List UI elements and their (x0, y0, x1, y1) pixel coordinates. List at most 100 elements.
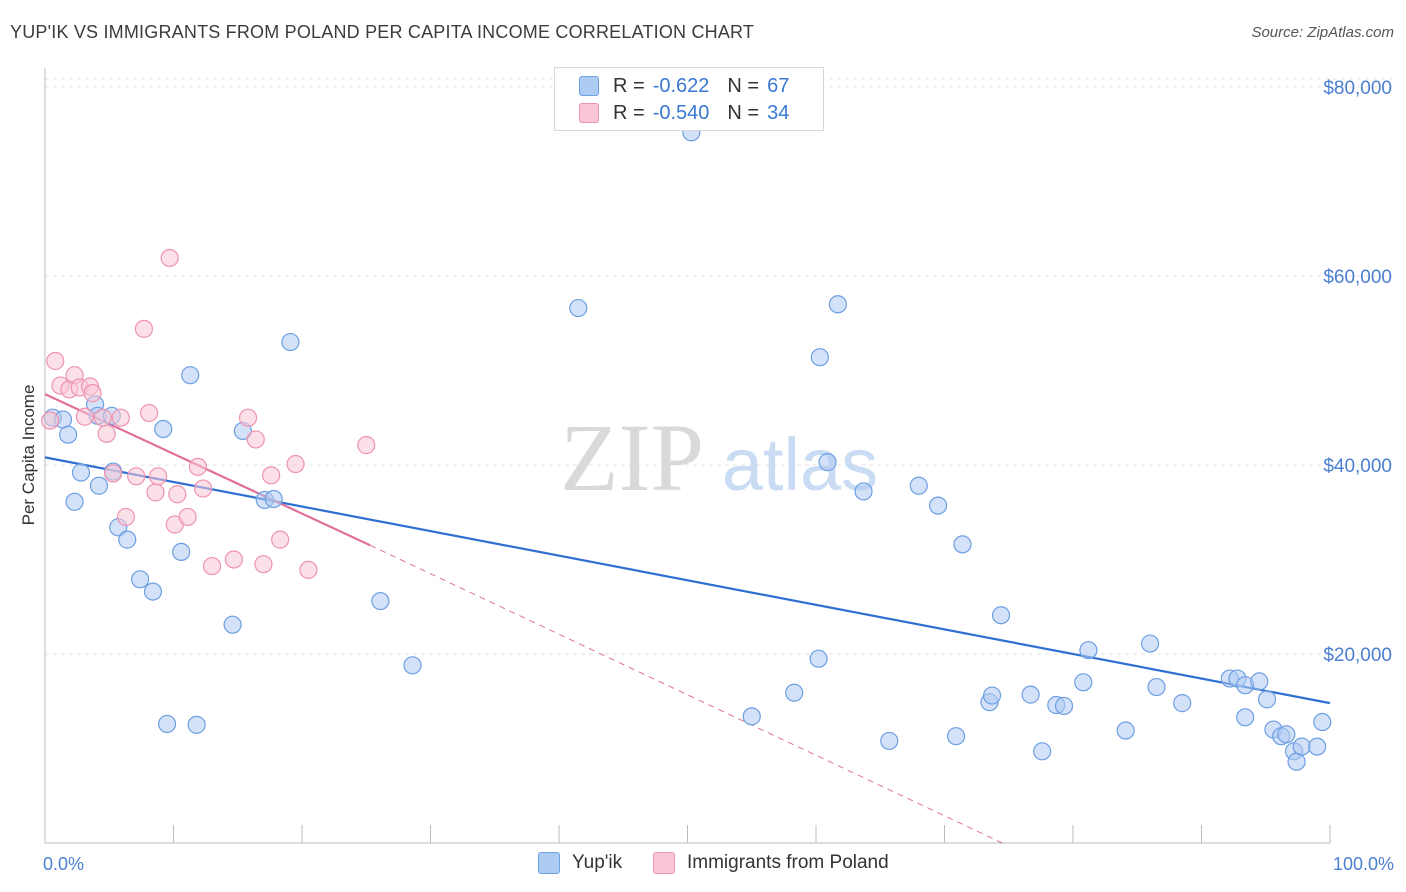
axes (44, 68, 1331, 844)
data-points (41, 123, 1332, 771)
legend-n-label: N = (727, 74, 760, 97)
poland-point (75, 407, 94, 426)
series-legend-yupik[interactable]: Yup'ik (538, 852, 622, 874)
yupik-point (810, 348, 829, 367)
poland-point (97, 424, 116, 443)
yupik-point (1236, 708, 1255, 727)
source-label: Source: ZipAtlas.com (1251, 24, 1394, 41)
yupik-point (1021, 685, 1040, 704)
legend-r-label: R = (613, 74, 645, 97)
poland-trend-extension (369, 544, 1003, 844)
poland-point (139, 403, 159, 423)
correlation-legend: R = -0.622 N = 67 R = -0.540 N = 34 (554, 67, 824, 131)
legend-n-value: 67 (767, 74, 790, 97)
poland-point (160, 248, 179, 268)
legend-n-label: N = (727, 101, 760, 124)
poland-point (146, 483, 165, 502)
yupik-point (785, 683, 804, 702)
poland-point (254, 555, 273, 574)
series-swatch-yupik (538, 852, 560, 874)
yupik-point (909, 476, 928, 495)
yupik-point (1277, 725, 1296, 744)
yupik-point (181, 366, 200, 385)
yupik-point (118, 530, 137, 549)
watermark-zip: ZIP (560, 404, 704, 511)
poland-point (286, 454, 305, 474)
yupik-point (1147, 677, 1166, 697)
yupik-point (89, 476, 109, 495)
poland-point (246, 430, 265, 449)
yupik-point (1257, 690, 1277, 709)
yupik-point (1074, 673, 1093, 692)
yupik-point (65, 492, 84, 511)
poland-point (83, 384, 102, 403)
yupik-point (1116, 721, 1135, 740)
y-tick-label: $40,000 (1323, 456, 1392, 477)
yupik-point (1173, 694, 1192, 713)
yupik-point (818, 453, 837, 472)
poland-point (262, 466, 281, 485)
watermark: ZIP atlas (560, 404, 878, 511)
legend-swatch-yupik (579, 76, 599, 96)
poland-point (104, 464, 123, 483)
yupik-point (828, 295, 847, 314)
yupik-point (1054, 696, 1074, 716)
legend-row-yupik: R = -0.622 N = 67 (579, 74, 789, 98)
legend-n-value: 34 (767, 101, 790, 124)
yupik-point (1140, 634, 1160, 653)
yupik-point (854, 482, 873, 501)
legend-row-poland: R = -0.540 N = 34 (579, 101, 789, 125)
yupik-point (187, 715, 206, 734)
series-label-poland: Immigrants from Poland (687, 852, 889, 873)
poland-point (41, 411, 60, 430)
yupik-point (1292, 737, 1311, 756)
poland-point (93, 408, 112, 427)
series-label-yupik: Yup'ik (572, 852, 623, 873)
poland-point (46, 351, 65, 371)
yupik-point (1308, 737, 1327, 756)
yupik-point (1079, 641, 1098, 660)
y-axis-label: Per Capita Income (19, 385, 38, 526)
yupik-point (982, 686, 1002, 705)
yupik-point (403, 656, 422, 675)
yupik-point (928, 496, 948, 515)
poland-point (116, 507, 136, 527)
yupik-point (1033, 742, 1052, 761)
x-tick-label: 0.0% (43, 854, 84, 874)
yupik-point (59, 425, 78, 444)
poland-point (271, 530, 290, 549)
yupik-point (130, 570, 150, 589)
legend-r-value: -0.622 (652, 74, 710, 97)
yupik-point (154, 419, 173, 439)
yupik-point (880, 731, 899, 751)
poland-point (168, 485, 187, 504)
legend-r-label: R = (613, 101, 645, 124)
x-tick-label: 100.0% (1333, 854, 1394, 874)
yupik-point (143, 582, 163, 601)
poland-point (299, 560, 318, 579)
series-legend-poland[interactable]: Immigrants from Poland (653, 852, 889, 874)
poland-point (357, 436, 376, 455)
yupik-point (172, 542, 191, 562)
watermark-atlas: atlas (722, 423, 878, 506)
legend-r-value: -0.540 (652, 101, 710, 124)
yupik-point (1313, 712, 1332, 732)
poland-point (148, 467, 168, 486)
yupik-point (991, 606, 1011, 625)
poland-point (202, 556, 222, 576)
yupik-point (946, 727, 966, 746)
poland-point (134, 319, 154, 338)
yupik-point (223, 615, 242, 634)
yupik-point (157, 714, 177, 734)
y-tick-label: $20,000 (1323, 645, 1392, 666)
poland-point (188, 457, 208, 476)
legend-swatch-poland (579, 103, 599, 123)
poland-point (178, 507, 197, 527)
yupik-point (1250, 672, 1269, 691)
yupik-point (569, 298, 588, 318)
y-tick-label: $80,000 (1323, 78, 1392, 99)
yupik-point (809, 649, 828, 668)
series-swatch-poland (653, 852, 675, 874)
yupik-point (742, 707, 761, 726)
poland-point (111, 408, 130, 427)
